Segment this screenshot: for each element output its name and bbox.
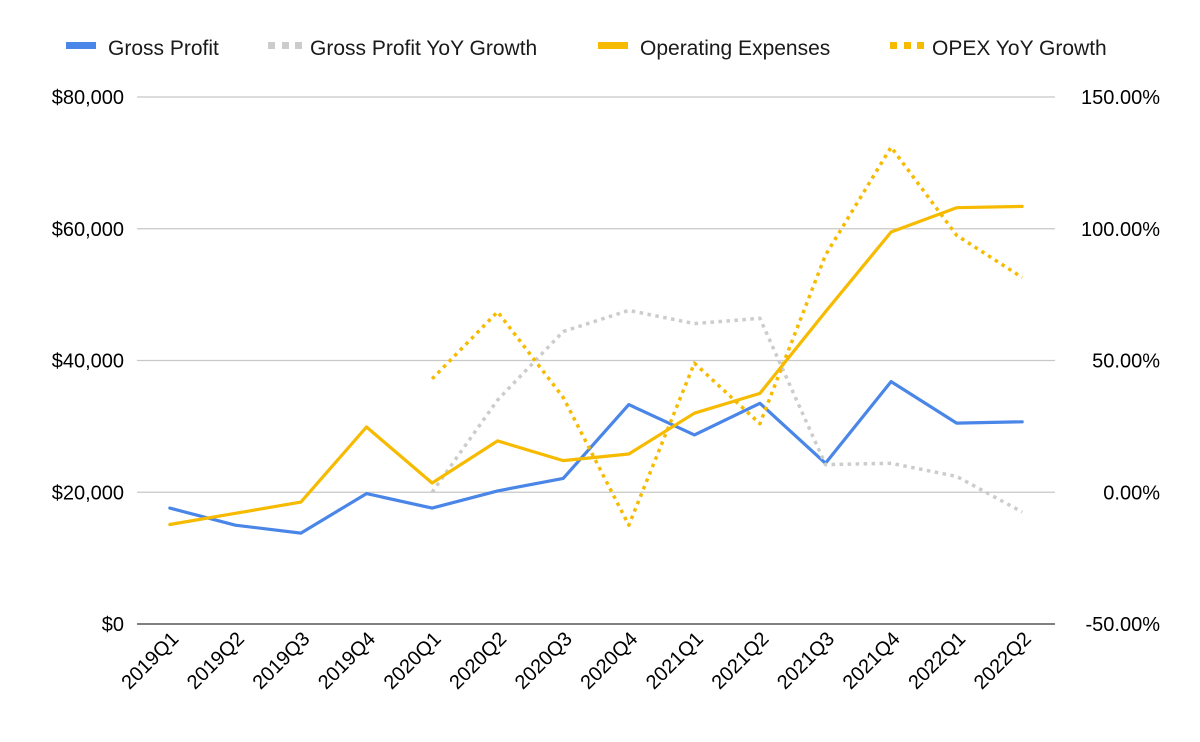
y-tick-label-right: 0.00%	[1103, 482, 1160, 504]
y-tick-label-right: 150.00%	[1081, 87, 1160, 109]
legend-swatch	[598, 42, 628, 49]
left-axis-ticks: $0 $20,000 $40,000 $60,000 $80,000	[52, 87, 124, 636]
legend-label: OPEX YoY Growth	[932, 37, 1107, 60]
y-tick-label-left: $80,000	[52, 87, 124, 109]
y-tick-label-right: 50.00%	[1092, 351, 1160, 373]
legend-swatch	[890, 42, 897, 49]
x-tick-label: 2019Q2	[183, 628, 249, 694]
x-tick-label: 2021Q2	[708, 628, 774, 694]
legend-swatch	[295, 42, 302, 49]
x-tick-label: 2019Q4	[314, 628, 380, 694]
y-tick-label-right: 100.00%	[1081, 219, 1160, 241]
legend-swatch	[66, 42, 96, 49]
x-tick-label: 2021Q3	[773, 628, 839, 694]
series-line-operating-expenses	[168, 204, 1024, 527]
legend-swatch	[904, 42, 911, 49]
gridlines	[137, 96, 1055, 625]
x-tick-label: 2021Q1	[642, 628, 708, 694]
legend-item: Operating Expenses	[598, 37, 830, 60]
x-tick-label: 2020Q1	[380, 628, 446, 694]
x-tick-label: 2021Q4	[839, 628, 905, 694]
legend-item: Gross Profit	[66, 37, 219, 60]
legend-item: Gross Profit YoY Growth	[268, 37, 537, 60]
x-tick-label: 2020Q3	[511, 628, 577, 694]
legend-item: OPEX YoY Growth	[890, 37, 1107, 60]
x-tick-label: 2022Q2	[970, 628, 1036, 694]
legend-swatch	[268, 42, 275, 49]
legend-label: Gross Profit	[108, 37, 219, 60]
x-tick-label: 2022Q1	[904, 628, 970, 694]
y-tick-label-left: $60,000	[52, 219, 124, 241]
series-line-opex-yoy-growth	[430, 145, 1024, 527]
x-tick-label: 2020Q4	[576, 628, 642, 694]
legend-swatch	[917, 42, 924, 49]
x-tick-label: 2019Q3	[249, 628, 315, 694]
legend: Gross Profit Gross Profit YoY Growth Opera…	[66, 37, 1107, 60]
legend-label: Gross Profit YoY Growth	[310, 37, 537, 60]
x-axis-ticks: 2019Q1 2019Q2 2019Q3 2019Q4 2020Q1 2020Q2 2020…	[117, 628, 1035, 694]
series-line-gross-profit-yoy-growth	[430, 308, 1024, 514]
x-tick-label: 2019Q1	[117, 628, 183, 694]
y-tick-label-right: -50.00%	[1086, 614, 1161, 636]
legend-swatch	[282, 42, 289, 49]
legend-label: Operating Expenses	[640, 37, 830, 60]
series-line-gross-profit	[168, 380, 1024, 535]
y-tick-label-left: $0	[102, 614, 124, 636]
series-layer	[168, 145, 1024, 535]
y-tick-label-left: $20,000	[52, 482, 124, 504]
x-tick-label: 2020Q2	[445, 628, 511, 694]
right-axis-ticks: -50.00% 0.00% 50.00% 100.00% 150.00%	[1081, 87, 1160, 636]
y-tick-label-left: $40,000	[52, 351, 124, 373]
